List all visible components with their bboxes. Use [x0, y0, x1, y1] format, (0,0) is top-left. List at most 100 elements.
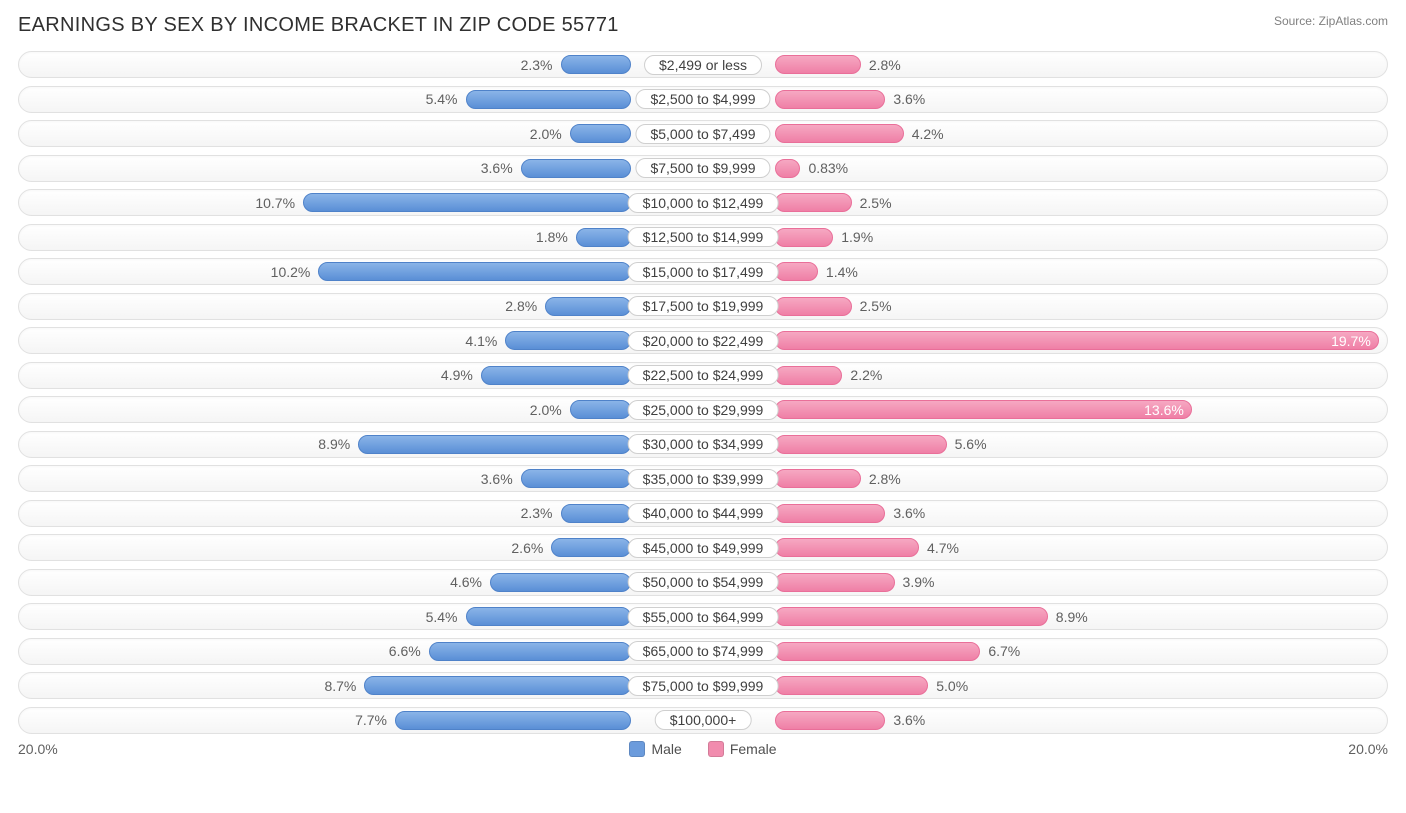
female-bar	[775, 366, 842, 385]
female-value-label: 3.6%	[893, 505, 925, 521]
chart-row: $22,500 to $24,9994.9%2.2%	[18, 362, 1388, 389]
bracket-label: $30,000 to $34,999	[628, 434, 779, 454]
male-value-label: 10.2%	[271, 264, 311, 280]
female-value-label: 2.5%	[860, 298, 892, 314]
male-value-label: 4.1%	[465, 333, 497, 349]
male-bar	[570, 124, 631, 143]
chart-row: $35,000 to $39,9993.6%2.8%	[18, 465, 1388, 492]
female-value-label: 8.9%	[1056, 609, 1088, 625]
chart-area: $2,499 or less 2.3% 2.8% $2,500 to $4,999 5.…	[18, 51, 1388, 734]
bracket-label: $12,500 to $14,999	[628, 227, 779, 247]
chart-row: $40,000 to $44,9992.3%3.6%	[18, 500, 1388, 527]
chart-title: EARNINGS BY SEX BY INCOME BRACKET IN ZIP…	[18, 14, 619, 37]
legend-female: Female	[708, 741, 777, 757]
bracket-label: $5,000 to $7,499	[635, 124, 770, 144]
legend: Male Female	[58, 741, 1349, 757]
chart-row: $100,000+ 7.7% 3.6%	[18, 707, 1388, 734]
female-value-label: 2.8%	[869, 57, 901, 73]
female-value-label: 5.0%	[936, 678, 968, 694]
male-value-label: 2.0%	[530, 126, 562, 142]
bracket-label: $2,499 or less	[644, 55, 762, 75]
chart-source: Source: ZipAtlas.com	[1274, 14, 1388, 28]
chart-row: $7,500 to $9,999 3.6% 0.83%	[18, 155, 1388, 182]
female-value-label: 2.5%	[860, 195, 892, 211]
male-bar	[521, 159, 631, 178]
male-value-label: 1.8%	[536, 229, 568, 245]
male-value-label: 2.6%	[511, 540, 543, 556]
female-bar	[775, 193, 852, 212]
female-value-label: 4.2%	[912, 126, 944, 142]
female-value-label: 19.7%	[1331, 333, 1371, 349]
male-value-label: 4.6%	[450, 574, 482, 590]
female-value-label: 5.6%	[955, 436, 987, 452]
female-bar	[775, 228, 833, 247]
female-value-label: 13.6%	[1144, 402, 1184, 418]
bracket-label: $15,000 to $17,499	[628, 262, 779, 282]
female-value-label: 1.9%	[841, 229, 873, 245]
male-value-label: 5.4%	[426, 91, 458, 107]
female-bar	[775, 159, 800, 178]
chart-row: $10,000 to $12,499 10.7% 2.5%	[18, 189, 1388, 216]
female-value-label: 4.7%	[927, 540, 959, 556]
bracket-label: $35,000 to $39,999	[628, 469, 779, 489]
male-bar	[521, 469, 631, 488]
chart-row: $20,000 to $22,4994.1%19.7%	[18, 327, 1388, 354]
male-bar	[545, 297, 631, 316]
male-value-label: 10.7%	[255, 195, 295, 211]
bracket-label: $10,000 to $12,499	[628, 193, 779, 213]
chart-row: $55,000 to $64,9995.4%8.9%	[18, 603, 1388, 630]
male-value-label: 8.9%	[318, 436, 350, 452]
axis-left-max: 20.0%	[18, 741, 58, 757]
axis-right-max: 20.0%	[1348, 741, 1388, 757]
female-bar	[775, 469, 861, 488]
female-value-label: 3.9%	[903, 574, 935, 590]
bracket-label: $7,500 to $9,999	[635, 158, 770, 178]
chart-row: $75,000 to $99,999 8.7% 5.0%	[18, 672, 1388, 699]
bracket-label: $25,000 to $29,999	[628, 400, 779, 420]
female-value-label: 3.6%	[893, 712, 925, 728]
male-bar	[318, 262, 631, 281]
female-bar	[775, 676, 928, 695]
chart-row: $12,500 to $14,999 1.8% 1.9%	[18, 224, 1388, 251]
bracket-label: $50,000 to $54,999	[628, 572, 779, 592]
male-bar	[551, 538, 631, 557]
bracket-label: $100,000+	[655, 710, 752, 730]
bracket-label: $75,000 to $99,999	[628, 676, 779, 696]
male-value-label: 5.4%	[426, 609, 458, 625]
bracket-label: $2,500 to $4,999	[635, 89, 770, 109]
female-bar	[775, 642, 980, 661]
bracket-label: $40,000 to $44,999	[628, 503, 779, 523]
male-value-label: 2.8%	[505, 298, 537, 314]
male-bar	[561, 55, 631, 74]
chart-row: $65,000 to $74,9996.6%6.7%	[18, 638, 1388, 665]
female-swatch-icon	[708, 741, 724, 757]
chart-row: $17,500 to $19,999 2.8% 2.5%	[18, 293, 1388, 320]
male-swatch-icon	[629, 741, 645, 757]
male-bar	[303, 193, 631, 212]
chart-row: $25,000 to $29,9992.0%13.6%	[18, 396, 1388, 423]
chart-row: $15,000 to $17,499 10.2% 1.4%	[18, 258, 1388, 285]
female-bar	[775, 573, 895, 592]
chart-row: $2,499 or less 2.3% 2.8%	[18, 51, 1388, 78]
male-bar	[576, 228, 631, 247]
male-value-label: 8.7%	[324, 678, 356, 694]
bracket-label: $17,500 to $19,999	[628, 296, 779, 316]
female-value-label: 0.83%	[808, 160, 848, 176]
male-bar	[395, 711, 631, 730]
female-bar	[775, 504, 885, 523]
chart-row: $50,000 to $54,999 4.6% 3.9%	[18, 569, 1388, 596]
female-bar	[775, 435, 947, 454]
legend-male-label: Male	[651, 741, 681, 757]
male-value-label: 3.6%	[481, 160, 513, 176]
female-bar	[775, 297, 852, 316]
male-bar	[490, 573, 631, 592]
chart-row: $2,500 to $4,999 5.4% 3.6%	[18, 86, 1388, 113]
female-bar	[775, 711, 885, 730]
female-value-label: 2.8%	[869, 471, 901, 487]
female-value-label: 1.4%	[826, 264, 858, 280]
female-value-label: 3.6%	[893, 91, 925, 107]
bracket-label: $65,000 to $74,999	[628, 641, 779, 661]
male-value-label: 7.7%	[355, 712, 387, 728]
male-value-label: 2.3%	[521, 57, 553, 73]
male-bar	[358, 435, 631, 454]
